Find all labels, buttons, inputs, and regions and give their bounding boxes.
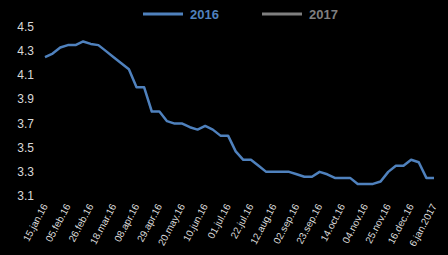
legend-swatch bbox=[143, 13, 183, 16]
plot-area bbox=[45, 41, 434, 183]
y-tick-label: 3.1 bbox=[17, 189, 34, 203]
line-series bbox=[45, 41, 434, 183]
y-tick-label: 4.5 bbox=[17, 20, 34, 34]
y-tick-label: 3.9 bbox=[17, 92, 34, 106]
x-tick-label: 20.may.16 bbox=[156, 201, 187, 247]
y-tick bbox=[35, 51, 38, 52]
y-tick bbox=[35, 99, 38, 100]
chart: 3.13.33.53.73.94.14.34.515.jan.1605.feb.… bbox=[0, 0, 448, 255]
y-tick bbox=[35, 147, 38, 148]
background bbox=[0, 0, 448, 255]
x-tick-label: 10.jun.16 bbox=[181, 201, 210, 243]
y-tick bbox=[35, 171, 38, 172]
legend-label: 2017 bbox=[309, 7, 338, 22]
y-tick-label: 4.3 bbox=[17, 44, 34, 58]
y-tick bbox=[35, 75, 38, 76]
y-tick-label: 3.3 bbox=[17, 165, 34, 179]
y-tick-label: 3.7 bbox=[17, 117, 34, 131]
y-tick-label: 3.5 bbox=[17, 141, 34, 155]
legend-label: 2016 bbox=[190, 7, 219, 22]
legend-swatch bbox=[262, 13, 302, 16]
y-tick-label: 4.1 bbox=[17, 68, 34, 82]
x-tick-label: 6.jan.2017 bbox=[407, 201, 439, 248]
y-tick bbox=[35, 196, 38, 197]
y-tick bbox=[35, 123, 38, 124]
y-tick bbox=[35, 27, 38, 28]
